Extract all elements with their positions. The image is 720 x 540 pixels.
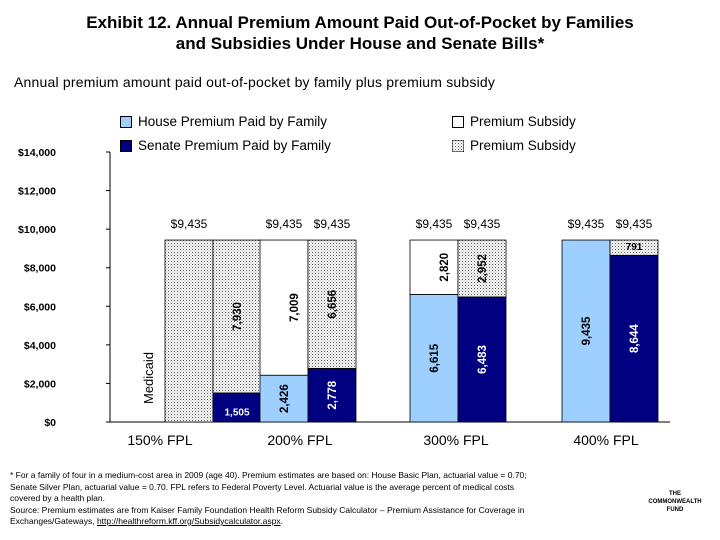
legend-subsidy-label-1: Premium Subsidy (470, 114, 576, 129)
total-value-label: $9,435 (568, 217, 605, 231)
legend-subsidy-hatched-swatch (452, 140, 464, 152)
chart-subtitle: Annual premium amount paid out-of-pocket… (14, 74, 496, 90)
subsidy-segment (307, 239, 357, 369)
total-value-label: $9,435 (314, 217, 351, 231)
y-tick-label: $10,000 (18, 224, 56, 236)
subsidy-value-label: 6,656 (327, 290, 339, 319)
subsidy-segment (409, 239, 459, 295)
legend-house-swatch (120, 116, 132, 128)
stacked-bar-chart: $0 $2,000 $4,000 $6,000 $8,000 $10,000 $12,000… (18, 147, 670, 448)
family-segment (561, 239, 611, 423)
x-category-label: 300% FPL (423, 432, 489, 448)
subsidy-segment (259, 239, 309, 376)
y-tick-label: $4,000 (24, 340, 56, 352)
x-category-label: 200% FPL (267, 432, 333, 448)
footnote-line-1: * For a family of four in a medium-cost … (10, 470, 527, 480)
subsidy-value-label: 791 (626, 242, 643, 253)
title-line-2: and Subsidies Under House and Senate Bil… (175, 34, 545, 53)
subsidy-value-label: 7,009 (289, 293, 301, 322)
footnote-line-5: Exchanges/Gateways, http://healthreform.… (10, 516, 628, 528)
legend-senate-swatch (120, 140, 132, 152)
x-category-label: 400% FPL (573, 432, 639, 448)
x-category-label: 150% FPL (127, 432, 193, 448)
legend-subsidy-label-2: Premium Subsidy (470, 138, 576, 153)
chart-title: Exhibit 12. Annual Premium Amount Paid O… (0, 12, 720, 54)
total-value-label: $9,435 (464, 217, 501, 231)
footnote-line-2: Senate Silver Plan, actuarial value = 0.… (10, 481, 515, 492)
legend-subsidy-plain-swatch (452, 116, 464, 128)
medicaid-bar (164, 239, 214, 423)
total-value-label: $9,435 (416, 217, 453, 231)
y-tick-label: $2,000 (24, 378, 56, 390)
family-value-label: 1,505 (224, 407, 249, 418)
title-line-1: Exhibit 12. Annual Premium Amount Paid O… (86, 13, 634, 32)
y-tick-label: $8,000 (24, 263, 56, 275)
family-segment (307, 368, 357, 423)
footnote-line-5-end: . (280, 516, 283, 526)
family-value-label: 8,644 (629, 324, 641, 353)
family-segment (457, 296, 507, 423)
total-value-label: $9,435 (616, 217, 653, 231)
subsidy-segment (457, 239, 507, 298)
family-segment (259, 374, 309, 423)
medicaid-label: Medicaid (141, 352, 156, 404)
subsidy-segment (609, 239, 659, 256)
footnote-line-3: covered by a health plan. (10, 493, 105, 503)
source-link[interactable]: http://healthreform.kff.org/Subsidycalcu… (96, 516, 281, 526)
y-tick-label: $6,000 (24, 301, 56, 313)
commonwealth-fund-logo: THE COMMONWEALTH FUND (642, 490, 708, 514)
legend-senate-label: Senate Premium Paid by Family (138, 138, 331, 153)
subsidy-segment (212, 239, 262, 394)
family-value-label: 6,483 (477, 345, 489, 374)
footnote-line-5-text: Exchanges/Gateways, (10, 516, 97, 526)
family-segment (609, 254, 659, 423)
family-value-label: 9,435 (581, 316, 593, 345)
family-value-label: 2,778 (327, 380, 339, 409)
bars: 150% FPL Medicaid $9,435 1,505 7,930 200% FPL… (127, 217, 659, 448)
y-tick-label: $12,000 (18, 186, 56, 198)
total-value-label: $9,435 (266, 217, 303, 231)
logo-line-1: THE (669, 491, 681, 497)
logo-line-2: COMMONWEALTH (648, 499, 702, 505)
legend-house-label: House Premium Paid by Family (138, 114, 328, 129)
footnote: * For a family of four in a medium-cost … (10, 470, 628, 528)
family-segment (409, 294, 459, 423)
family-value-label: 6,615 (429, 343, 441, 372)
subsidy-value-label: 2,820 (439, 253, 451, 282)
subsidy-value-label: 2,952 (477, 254, 489, 283)
y-tick-label: $0 (44, 417, 56, 429)
y-tick-label: $14,000 (18, 147, 56, 159)
logo-line-3: FUND (666, 507, 684, 513)
subsidy-value-label: 7,930 (232, 302, 244, 331)
family-value-label: 2,426 (279, 384, 291, 413)
footnote-line-4: Source: Premium estimates are from Kaise… (10, 504, 525, 515)
family-segment (212, 392, 262, 423)
total-value-label: $9,435 (171, 217, 208, 231)
